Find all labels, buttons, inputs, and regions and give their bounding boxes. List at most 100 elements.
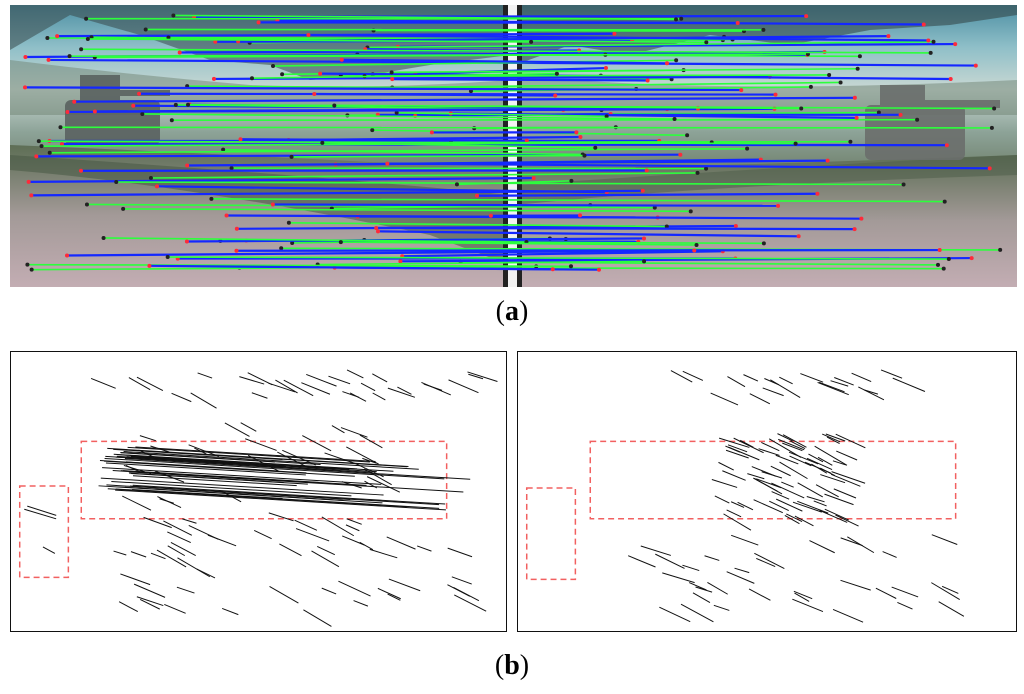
keypoint <box>596 267 601 272</box>
keypoint <box>901 182 906 187</box>
keypoint <box>270 202 275 207</box>
keypoint <box>23 85 28 90</box>
line-segment <box>363 468 392 486</box>
keypoint <box>612 31 617 36</box>
keypoint <box>550 267 555 272</box>
caption-b-open: ( <box>494 650 505 681</box>
line-segment <box>804 461 832 474</box>
line-segment <box>835 433 866 449</box>
line-segment <box>782 442 803 452</box>
keypoint <box>92 109 97 114</box>
line-segment <box>159 498 174 504</box>
keypoint <box>695 170 700 175</box>
keypoint <box>604 114 609 119</box>
line-segment <box>353 600 369 607</box>
keypoint <box>339 57 344 62</box>
keypoint <box>848 139 853 144</box>
line-segment <box>342 535 365 546</box>
line-segment <box>734 567 750 574</box>
keypoint <box>171 13 176 18</box>
keypoint <box>385 161 390 166</box>
keypoint <box>234 248 239 253</box>
keypoint <box>224 213 229 218</box>
keypoint <box>827 72 832 77</box>
line-segment <box>277 451 307 467</box>
line-segment <box>268 512 294 522</box>
line-segment <box>328 375 351 385</box>
line-segment <box>824 493 854 506</box>
line-segment <box>728 446 760 461</box>
keypoint <box>969 256 974 261</box>
keypoint <box>25 262 30 267</box>
line-segment <box>775 454 799 465</box>
line-segment <box>366 476 401 493</box>
keypoint <box>147 263 152 268</box>
line-segment <box>268 382 296 393</box>
line-segment <box>115 488 440 509</box>
keypoint <box>852 227 857 232</box>
match-line <box>373 29 744 32</box>
line-segment <box>359 541 374 551</box>
line-segment <box>364 480 378 489</box>
line-segment <box>797 500 829 514</box>
match-line <box>334 104 802 110</box>
line-segment <box>220 490 242 503</box>
keypoint <box>320 140 325 145</box>
match-line <box>391 67 858 74</box>
caption-a-open: ( <box>495 296 505 327</box>
line-segment <box>707 582 728 595</box>
keypoint <box>773 92 778 97</box>
line-segment <box>451 576 472 585</box>
line-segment <box>397 386 412 395</box>
line-segment <box>662 572 695 584</box>
keypoint <box>374 225 379 230</box>
line-segment <box>782 434 807 448</box>
line-segment <box>770 465 791 477</box>
line-segment <box>819 509 848 523</box>
keypoint <box>143 27 148 32</box>
match-line <box>367 40 934 49</box>
keypoint <box>704 166 709 171</box>
keypoint <box>185 163 190 168</box>
line-segment <box>688 582 707 591</box>
match-line <box>49 147 748 154</box>
line-segment <box>338 580 371 597</box>
keypoint <box>799 106 804 111</box>
roi-box-large-left <box>80 440 448 520</box>
line-segment <box>659 606 691 623</box>
keypoint <box>289 154 294 159</box>
keypoint <box>36 139 41 144</box>
line-segment <box>725 449 749 459</box>
line-segment <box>387 593 401 601</box>
match-line <box>61 143 947 147</box>
line-segment <box>251 392 268 399</box>
keypoint <box>998 247 1003 252</box>
line-segment <box>388 578 421 592</box>
line-segment <box>303 609 332 627</box>
match-line <box>387 162 990 170</box>
line-segment <box>882 551 897 558</box>
line-segment <box>771 491 790 500</box>
line-segments-left <box>18 369 498 627</box>
line-segment <box>182 518 197 524</box>
line-segment <box>840 537 863 547</box>
keypoint <box>229 166 234 171</box>
match-line <box>376 226 855 231</box>
line-segment <box>282 449 316 466</box>
line-segment <box>105 462 306 476</box>
line-segment <box>360 382 376 392</box>
line-segment <box>718 461 734 471</box>
line-segment <box>897 601 913 610</box>
keypoint <box>808 84 813 89</box>
line-segment <box>359 434 383 449</box>
line-segment <box>194 447 207 455</box>
line-segment <box>448 379 479 394</box>
line-segment <box>135 446 376 462</box>
keypoint <box>796 234 801 239</box>
keypoint <box>114 179 119 184</box>
line-segment <box>754 552 785 570</box>
line-segment <box>349 392 367 402</box>
keypoint <box>915 117 920 122</box>
line-segment <box>710 392 739 406</box>
line-segment <box>840 579 871 591</box>
